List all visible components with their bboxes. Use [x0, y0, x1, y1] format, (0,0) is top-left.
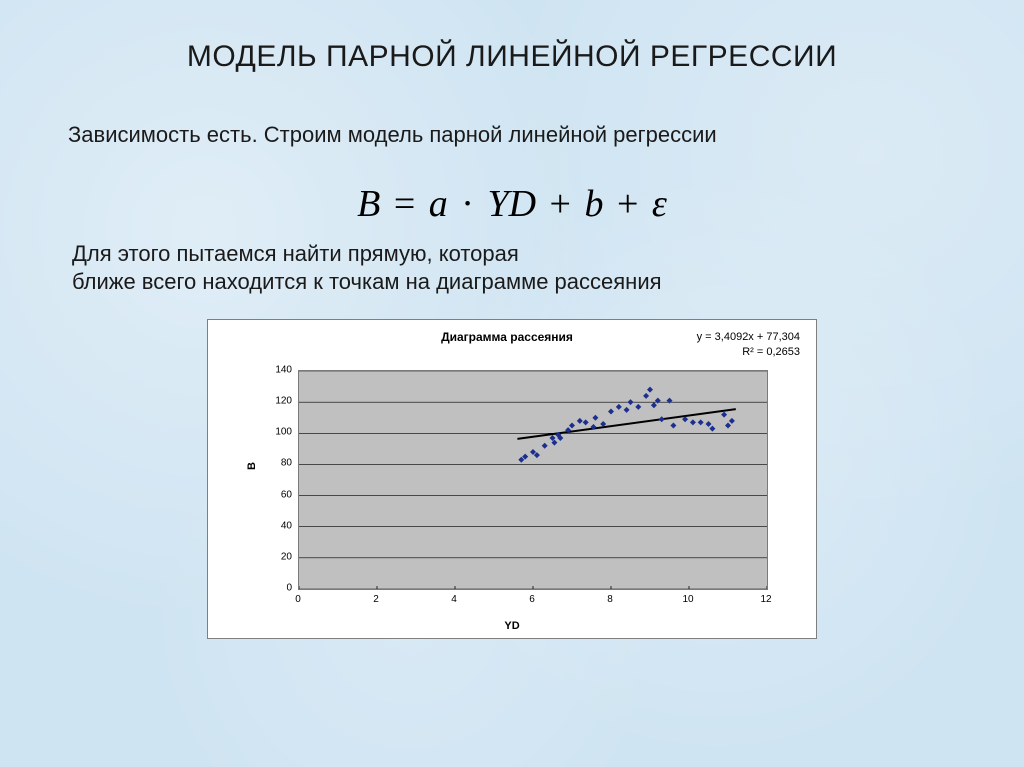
scatter-point — [721, 412, 727, 418]
scatter-point — [651, 402, 657, 408]
scatter-point — [659, 416, 665, 422]
chart-equation-block: y = 3,4092x + 77,304 R² = 0,2653 — [697, 330, 800, 360]
scatter-point — [592, 415, 598, 421]
trendline-equation: y = 3,4092x + 77,304 — [697, 330, 800, 345]
scatter-point — [542, 443, 548, 449]
body-line-2: ближе всего находится к точкам на диагра… — [72, 269, 662, 294]
r-squared-value: R² = 0,2653 — [697, 345, 800, 360]
scatter-point — [647, 387, 653, 393]
formula-lhs: B — [357, 183, 380, 225]
x-axis-label: YD — [208, 620, 816, 632]
plus-2: + — [613, 183, 642, 225]
scatter-point — [670, 423, 676, 429]
plot-svg — [299, 371, 767, 589]
scatter-point — [698, 419, 704, 425]
dot-operator: · — [457, 183, 478, 225]
y-tick-label: 20 — [262, 551, 292, 562]
y-tick-label: 100 — [262, 427, 292, 438]
x-tick-label: 6 — [529, 594, 535, 605]
y-tick-label: 40 — [262, 520, 292, 531]
scatter-point — [583, 419, 589, 425]
x-tick-label: 0 — [295, 594, 301, 605]
scatter-point — [628, 399, 634, 405]
equals-sign: = — [390, 183, 419, 225]
x-tick-label: 8 — [607, 594, 613, 605]
scatter-point — [690, 419, 696, 425]
scatter-point — [643, 393, 649, 399]
subtitle-text: Зависимость есть. Строим модель парной л… — [68, 122, 960, 148]
regression-formula: B = a · YD + b + ε — [64, 182, 960, 226]
body-text: Для этого пытаемся найти прямую, которая… — [72, 240, 960, 295]
scatter-point — [706, 421, 712, 427]
y-axis-label: B — [246, 462, 258, 470]
x-tick-label: 10 — [682, 594, 693, 605]
plot-area — [298, 370, 768, 590]
scatter-point — [725, 423, 731, 429]
scatter-chart-card: Диаграмма рассеяния y = 3,4092x + 77,304… — [207, 319, 817, 639]
scatter-point — [608, 408, 614, 414]
y-tick-label: 140 — [262, 365, 292, 376]
chart-title: Диаграмма рассеяния — [441, 330, 573, 344]
x-axis-ticks: 0 2 4 6 8 10 12 — [298, 592, 768, 608]
scatter-point — [709, 426, 715, 432]
plus-1: + — [546, 183, 575, 225]
y-axis-ticks: 020406080100120140 — [266, 370, 296, 590]
scatter-point — [729, 418, 735, 424]
formula-b: b — [584, 183, 603, 225]
scatter-point — [577, 418, 583, 424]
scatter-point — [635, 404, 641, 410]
trendline — [517, 409, 735, 439]
scatter-point — [616, 404, 622, 410]
x-tick-label: 12 — [760, 594, 771, 605]
formula-epsilon: ε — [652, 183, 667, 225]
formula-a: a — [429, 183, 448, 225]
x-tick-label: 4 — [451, 594, 457, 605]
body-line-1: Для этого пытаемся найти прямую, которая — [72, 241, 519, 266]
scatter-point — [624, 407, 630, 413]
y-tick-label: 120 — [262, 396, 292, 407]
x-tick-label: 2 — [373, 594, 379, 605]
formula-yd: YD — [487, 183, 536, 225]
scatter-point — [569, 423, 575, 429]
scatter-point — [667, 398, 673, 404]
page-title: МОДЕЛЬ ПАРНОЙ ЛИНЕЙНОЙ РЕГРЕССИИ — [64, 40, 960, 74]
scatter-point — [655, 398, 661, 404]
y-tick-label: 60 — [262, 489, 292, 500]
y-tick-label: 0 — [262, 583, 292, 594]
y-tick-label: 80 — [262, 458, 292, 469]
